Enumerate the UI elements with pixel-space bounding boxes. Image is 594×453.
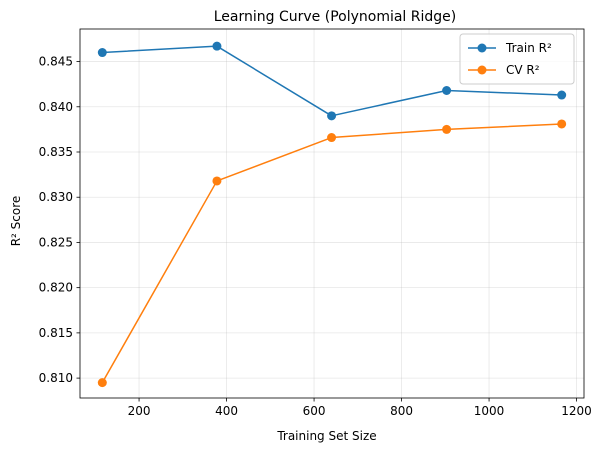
data-point-cv bbox=[327, 133, 337, 143]
legend-marker-train bbox=[477, 43, 487, 53]
data-point-cv bbox=[557, 119, 567, 129]
data-point-train bbox=[97, 48, 107, 58]
legend-label-train: Train R² bbox=[505, 41, 552, 55]
y-tick-label: 0.815 bbox=[39, 326, 73, 340]
x-tick-label: 800 bbox=[390, 404, 413, 418]
y-tick-label: 0.825 bbox=[39, 235, 73, 249]
x-tick-label: 1000 bbox=[474, 404, 505, 418]
data-point-cv bbox=[212, 176, 222, 186]
data-point-train bbox=[212, 41, 222, 51]
y-tick-label: 0.830 bbox=[39, 190, 73, 204]
x-tick-label: 600 bbox=[303, 404, 326, 418]
series-layer bbox=[97, 41, 567, 388]
y-tick-label: 0.810 bbox=[39, 371, 73, 385]
x-tick-label: 200 bbox=[128, 404, 151, 418]
x-tick-label: 400 bbox=[215, 404, 238, 418]
data-point-cv bbox=[442, 124, 452, 134]
y-tick-label: 0.820 bbox=[39, 281, 73, 295]
legend-marker-cv bbox=[477, 65, 487, 75]
data-point-train bbox=[557, 90, 567, 100]
x-tick-label: 1200 bbox=[561, 404, 592, 418]
data-point-train bbox=[327, 111, 337, 121]
y-axis-title: R² Score bbox=[9, 196, 23, 247]
x-axis-title: Training Set Size bbox=[276, 429, 376, 443]
y-tick-label: 0.840 bbox=[39, 100, 73, 114]
y-tick-label: 0.845 bbox=[39, 55, 73, 69]
legend-label-cv: CV R² bbox=[506, 63, 540, 77]
chart-title: Learning Curve (Polynomial Ridge) bbox=[214, 9, 456, 25]
tick-layer: 200 400 600 800 1000 1200 0.810 0.815 0.820 0.825… bbox=[39, 55, 592, 418]
legend-box bbox=[459, 33, 575, 85]
data-point-train bbox=[442, 86, 452, 95]
plot-frame bbox=[79, 28, 585, 399]
data-point-cv bbox=[97, 378, 107, 388]
series-line-cv bbox=[101, 123, 562, 383]
y-tick-label: 0.835 bbox=[39, 145, 73, 159]
legend: Train R² CV R² bbox=[459, 33, 575, 85]
